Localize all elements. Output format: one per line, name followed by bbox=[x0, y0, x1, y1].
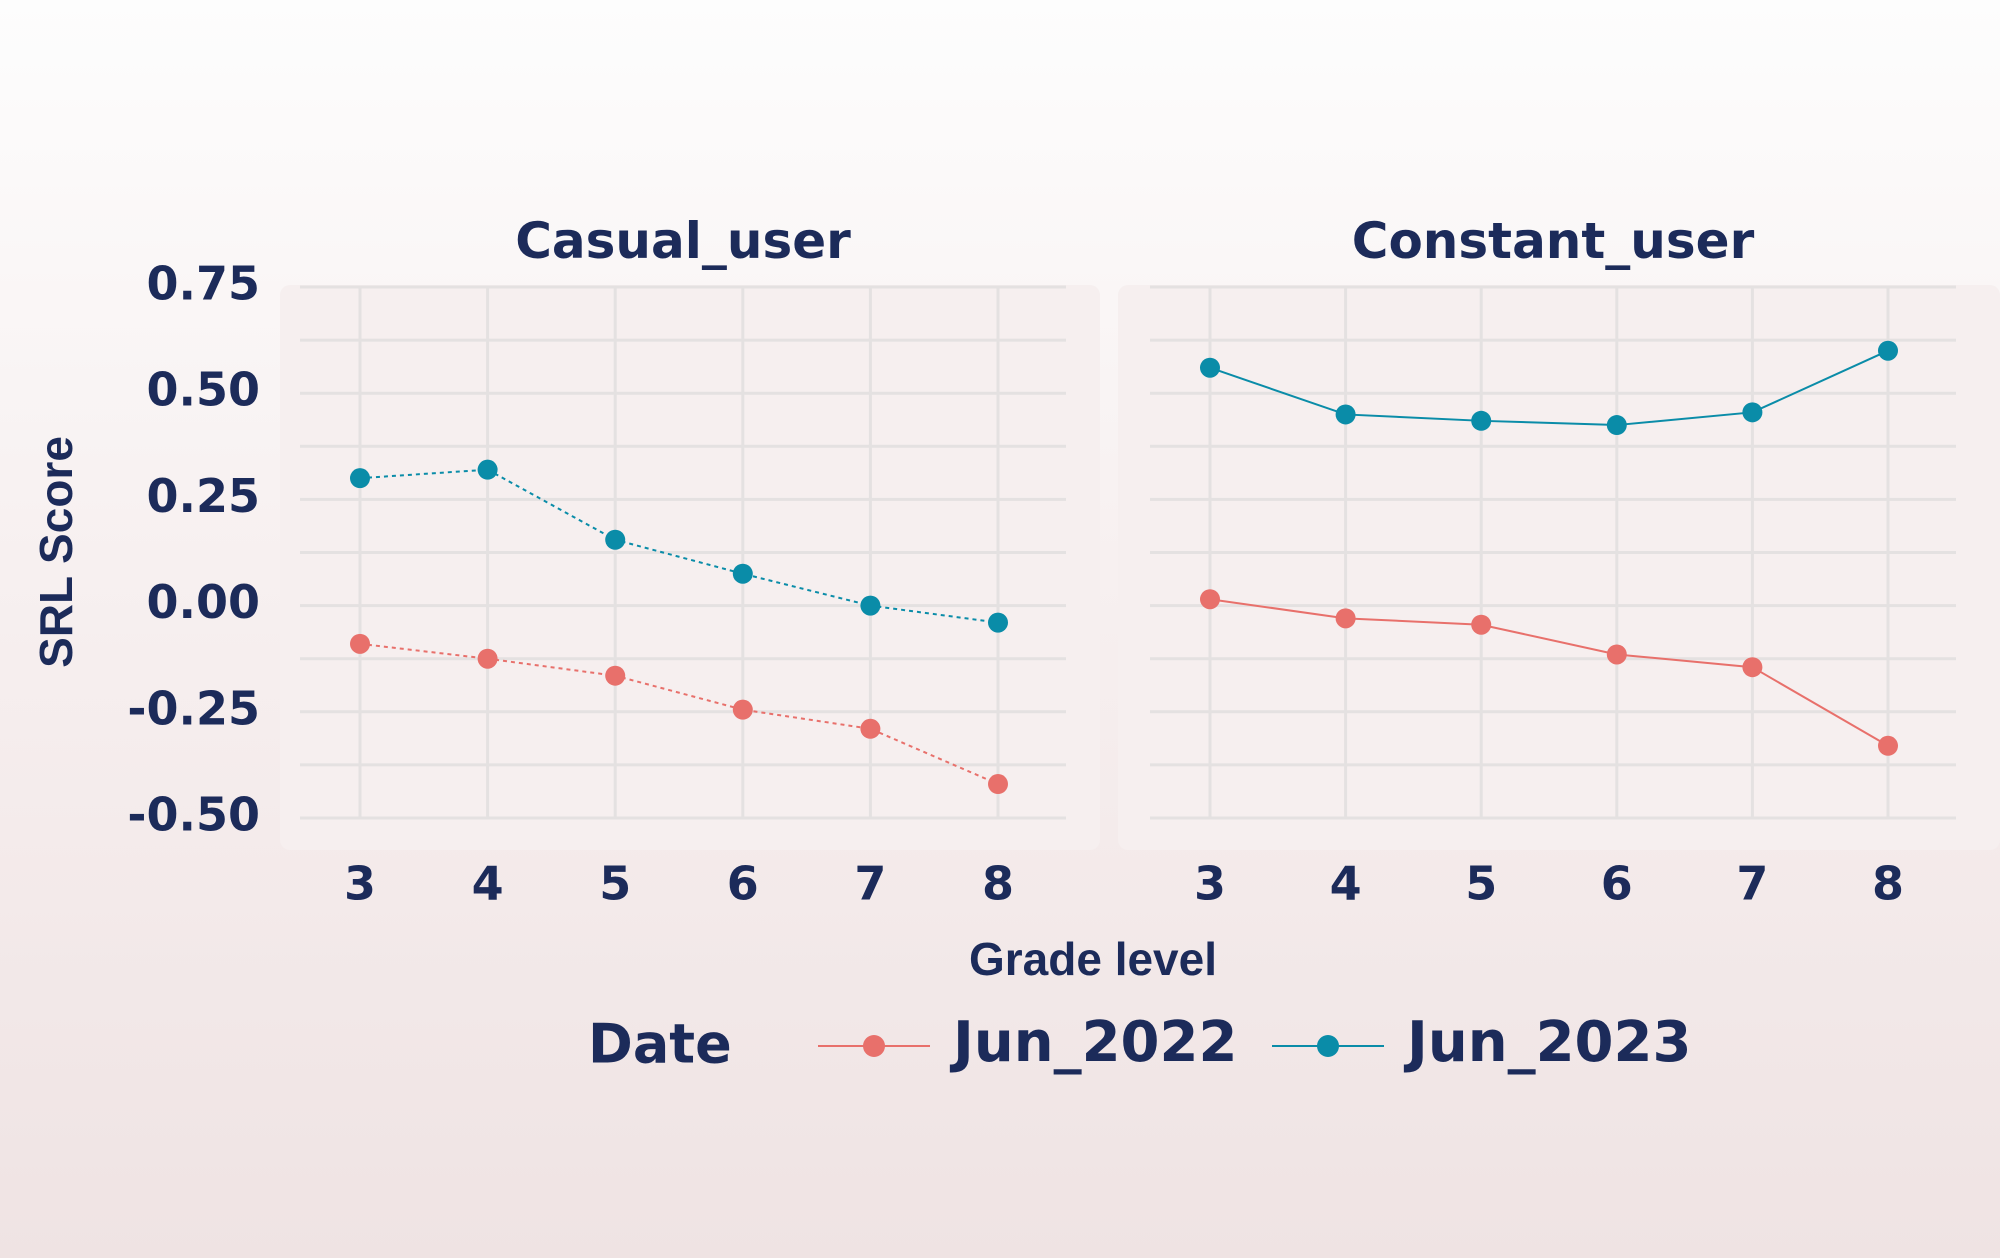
x-tick-label: 5 bbox=[599, 857, 631, 911]
y-tick-label: -0.50 bbox=[127, 788, 260, 842]
panel-background bbox=[1118, 285, 2000, 850]
legend-key-point bbox=[1317, 1035, 1339, 1057]
panel-title: Constant_user bbox=[1352, 212, 1755, 270]
data-point bbox=[1742, 402, 1763, 423]
legend-key-point bbox=[863, 1035, 885, 1057]
series-line-jun-2023 bbox=[1209, 349, 1889, 427]
x-tick-label: 4 bbox=[472, 857, 504, 911]
data-point bbox=[605, 529, 626, 550]
series-line-jun-2022 bbox=[359, 642, 999, 785]
data-point bbox=[860, 718, 881, 739]
data-point bbox=[988, 774, 1008, 795]
data-point bbox=[1742, 657, 1763, 678]
data-point bbox=[350, 633, 370, 654]
x-tick-label: 7 bbox=[854, 857, 886, 911]
y-tick-label: 0.25 bbox=[147, 469, 261, 523]
x-tick-label: 8 bbox=[1872, 857, 1904, 911]
y-tick-label: 0.50 bbox=[147, 363, 261, 417]
data-point bbox=[732, 563, 753, 584]
y-tick-label: 0.00 bbox=[147, 575, 261, 629]
data-point bbox=[1335, 404, 1356, 425]
data-point bbox=[1878, 340, 1898, 361]
x-tick-label: 7 bbox=[1736, 857, 1768, 911]
x-tick-label: 3 bbox=[344, 857, 376, 911]
data-point bbox=[860, 595, 881, 616]
series-line-jun-2022 bbox=[1209, 598, 1889, 747]
data-point bbox=[477, 459, 498, 480]
data-point bbox=[477, 648, 498, 669]
legend-label: Jun_2023 bbox=[1403, 1010, 1691, 1075]
panel-constant-user: Constant_user 3 4 5 6 7 8 bbox=[1118, 212, 2000, 911]
x-tick-label: 6 bbox=[727, 857, 759, 911]
x-tick-label: 5 bbox=[1465, 857, 1497, 911]
y-tick-label: 0.75 bbox=[147, 257, 261, 311]
x-axis-title: Grade level bbox=[969, 933, 1217, 985]
data-point bbox=[350, 468, 370, 489]
data-point bbox=[1200, 589, 1220, 610]
data-point bbox=[732, 699, 753, 720]
x-tick-label: 3 bbox=[1194, 857, 1226, 911]
data-point bbox=[1878, 735, 1898, 756]
data-point bbox=[605, 665, 626, 686]
data-point bbox=[1606, 644, 1627, 665]
panel-title: Casual_user bbox=[515, 212, 851, 270]
y-tick-label: -0.25 bbox=[127, 681, 260, 735]
data-point bbox=[1335, 608, 1356, 629]
x-tick-label: 4 bbox=[1330, 857, 1362, 911]
y-axis-title: SRL Score bbox=[30, 436, 82, 668]
legend-title: Date bbox=[588, 1013, 732, 1076]
data-point bbox=[1471, 410, 1492, 431]
data-point bbox=[1606, 415, 1627, 436]
legend-label: Jun_2022 bbox=[949, 1010, 1237, 1075]
x-tick-label: 8 bbox=[982, 857, 1014, 911]
legend: Date Jun_2022 Jun_2023 bbox=[588, 1010, 1691, 1076]
panel-casual-user: Casual_user 3 4 5 6 7 8 bbox=[280, 212, 1100, 911]
series-line-jun-2023 bbox=[359, 468, 999, 624]
panel-background bbox=[280, 285, 1100, 850]
x-tick-label: 6 bbox=[1601, 857, 1633, 911]
data-point bbox=[988, 612, 1008, 633]
data-point bbox=[1471, 614, 1492, 635]
data-point bbox=[1200, 357, 1220, 378]
